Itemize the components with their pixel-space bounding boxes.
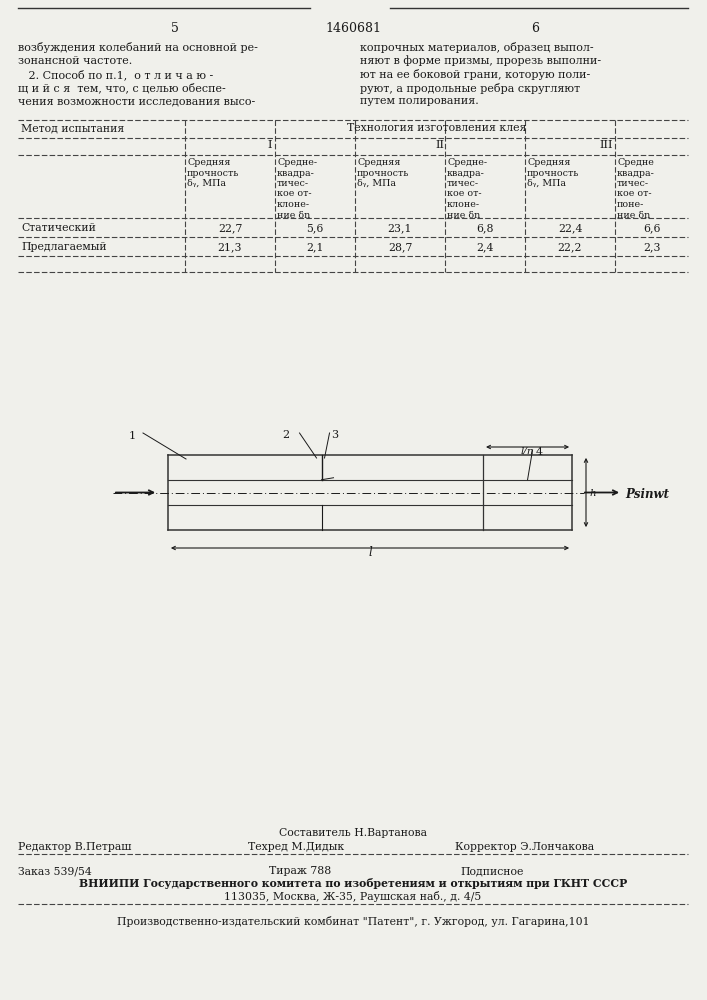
Text: Средняя: Средняя [357,158,400,167]
Text: 5,6: 5,6 [306,223,324,233]
Text: 28,7: 28,7 [388,242,412,252]
Text: няют в форме призмы, прорезь выполни-: няют в форме призмы, прорезь выполни- [360,55,601,66]
Text: δᵧ, МПа: δᵧ, МПа [187,179,226,188]
Text: чения возможности исследования высо-: чения возможности исследования высо- [18,96,255,106]
Text: прочность: прочность [357,168,409,178]
Text: поне-: поне- [617,200,644,209]
Text: 4: 4 [536,447,543,457]
Text: тичес-: тичес- [617,179,649,188]
Text: l: l [368,546,372,559]
Text: кое от-: кое от- [447,190,481,198]
Text: Средняя: Средняя [187,158,230,167]
Text: руют, а продольные ребра скругляют: руют, а продольные ребра скругляют [360,83,580,94]
Text: ние δn: ние δn [447,211,480,220]
Text: прочность: прочность [187,168,240,178]
Text: копрочных материалов, образец выпол-: копрочных материалов, образец выпол- [360,42,594,53]
Text: Метод испытания: Метод испытания [21,123,124,133]
Text: Psinwt: Psinwt [625,488,669,502]
Text: δᵧ, МПа: δᵧ, МПа [527,179,566,188]
Text: 22,7: 22,7 [218,223,243,233]
Text: возбуждения колебаний на основной ре-: возбуждения колебаний на основной ре- [18,42,258,53]
Text: Составитель Н.Вартанова: Составитель Н.Вартанова [279,828,427,838]
Text: 22,2: 22,2 [558,242,583,252]
Text: 2,4: 2,4 [477,242,493,252]
Text: ние δn: ние δn [617,211,650,220]
Text: щ и й с я  тем, что, с целью обеспе-: щ и й с я тем, что, с целью обеспе- [18,83,226,93]
Text: путем полирования.: путем полирования. [360,96,479,106]
Text: 5: 5 [171,22,179,35]
Text: 6,6: 6,6 [643,223,660,233]
Text: h: h [589,489,595,498]
Text: 22,4: 22,4 [558,223,582,233]
Text: 6,8: 6,8 [477,223,493,233]
Text: 6: 6 [531,22,539,35]
Text: квадра-: квадра- [617,168,655,178]
Text: Техред М.Дидык: Техред М.Дидык [248,842,344,852]
Text: Средне-: Средне- [447,158,487,167]
Text: клоне-: клоне- [447,200,480,209]
Text: 21,3: 21,3 [218,242,243,252]
Text: Корректор Э.Лончакова: Корректор Э.Лончакова [455,842,594,852]
Text: ют на ее боковой грани, которую поли-: ют на ее боковой грани, которую поли- [360,69,590,80]
Text: зонансной частоте.: зонансной частоте. [18,55,132,66]
Text: Заказ 539/54: Заказ 539/54 [18,866,92,876]
Text: тичес-: тичес- [447,179,479,188]
Text: 113035, Москва, Ж-35, Раушская наб., д. 4/5: 113035, Москва, Ж-35, Раушская наб., д. … [224,891,481,902]
Text: δᵧ, МПа: δᵧ, МПа [357,179,396,188]
Text: 1460681: 1460681 [325,22,381,35]
Text: кое от-: кое от- [277,190,312,198]
Text: Редактор В.Петраш: Редактор В.Петраш [18,842,132,852]
Text: Предлагаемый: Предлагаемый [21,242,107,252]
Text: 2,1: 2,1 [306,242,324,252]
Text: Средне-: Средне- [277,158,317,167]
Text: Технология изготовления клея: Технология изготовления клея [347,123,526,133]
Text: Тираж 788: Тираж 788 [269,866,331,876]
Text: Производственно-издательский комбинат "Патент", г. Ужгород, ул. Гагарина,101: Производственно-издательский комбинат "П… [117,916,590,927]
Text: I: I [268,140,272,150]
Text: Средняя: Средняя [527,158,571,167]
Text: l/n: l/n [521,446,534,455]
Text: III: III [600,140,613,150]
Text: 23,1: 23,1 [387,223,412,233]
Text: 1: 1 [129,431,136,441]
Text: Статический: Статический [21,223,96,233]
Text: прочность: прочность [527,168,579,178]
Text: клоне-: клоне- [277,200,310,209]
Text: 2,3: 2,3 [643,242,660,252]
Text: II: II [436,140,445,150]
Text: 2. Способ по п.1,  о т л и ч а ю -: 2. Способ по п.1, о т л и ч а ю - [18,69,214,80]
Text: квадра-: квадра- [277,168,315,178]
Text: квадра-: квадра- [447,168,485,178]
Text: ВНИИПИ Государственного комитета по изобретениям и открытиям при ГКНТ СССР: ВНИИПИ Государственного комитета по изоб… [79,878,627,889]
Text: 2: 2 [282,430,290,440]
Text: тичес-: тичес- [277,179,309,188]
Text: ние δn: ние δn [277,211,310,220]
Text: Подписное: Подписное [460,866,523,876]
Text: 3: 3 [332,430,339,440]
Text: кое от-: кое от- [617,190,652,198]
Text: Средне: Средне [617,158,654,167]
